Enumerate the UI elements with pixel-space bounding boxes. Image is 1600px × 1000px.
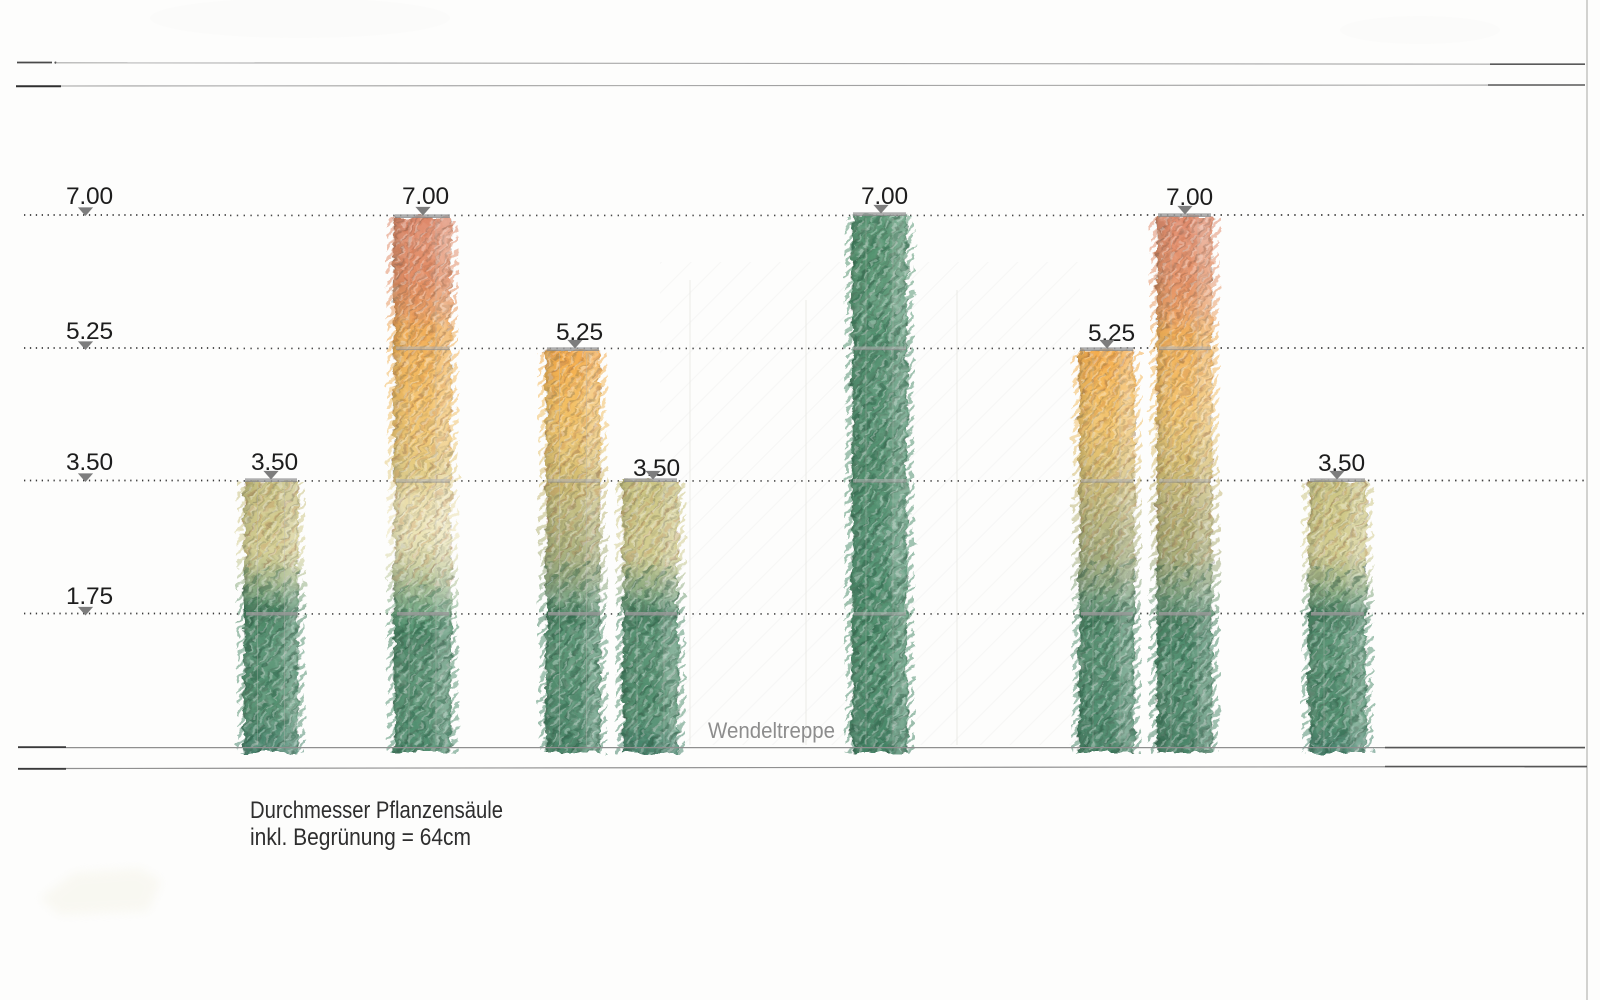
svg-text:3.50: 3.50 <box>633 455 680 482</box>
svg-text:Wendeltreppe: Wendeltreppe <box>708 718 835 743</box>
svg-text:3.50: 3.50 <box>66 449 113 476</box>
svg-text:7.00: 7.00 <box>402 183 449 210</box>
svg-text:1.75: 1.75 <box>66 583 113 610</box>
svg-text:Durchmesser Pflanzensäule: Durchmesser Pflanzensäule <box>250 797 503 824</box>
svg-text:5.25: 5.25 <box>66 318 113 345</box>
svg-text:7.00: 7.00 <box>66 183 113 210</box>
svg-text:inkl. Begrünung = 64cm: inkl. Begrünung = 64cm <box>250 824 471 851</box>
